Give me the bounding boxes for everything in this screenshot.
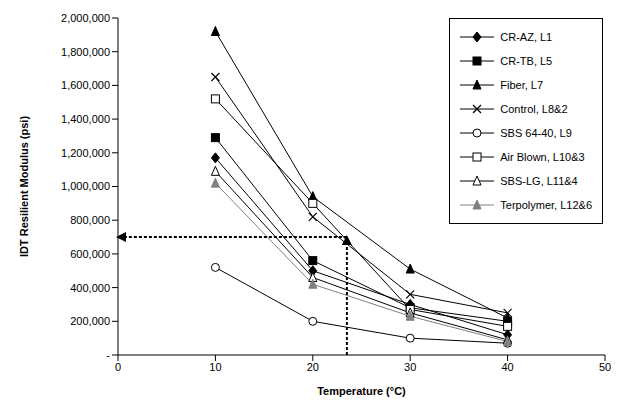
html-text:CR-AZ, L1: CR-AZ, L1 [500, 31, 553, 43]
svg-text:Temperature (°C): Temperature (°C) [317, 385, 406, 397]
svg-text:1,600,000: 1,600,000 [61, 79, 110, 91]
html-text:SBS-LG, L11&4: SBS-LG, L11&4 [500, 175, 578, 187]
svg-text:800,000: 800,000 [70, 214, 110, 226]
html-text:CR-TB, L5: CR-TB, L5 [500, 55, 553, 67]
svg-text:50: 50 [599, 361, 611, 373]
html-text:Terpolymer, L12&6: Terpolymer, L12&6 [500, 199, 592, 211]
svg-text:1,800,000: 1,800,000 [61, 46, 110, 58]
html-text:Air Blown, L10&3: Air Blown, L10&3 [500, 151, 585, 163]
svg-text:40: 40 [501, 361, 513, 373]
svg-text:200,000: 200,000 [70, 315, 110, 327]
svg-text:400,000: 400,000 [70, 282, 110, 294]
svg-text:IDT Resilient Modulus (psi): IDT Resilient Modulus (psi) [18, 116, 30, 258]
svg-text:10: 10 [209, 361, 221, 373]
svg-text:2,000,000: 2,000,000 [61, 12, 110, 24]
svg-text:1,000,000: 1,000,000 [61, 180, 110, 192]
svg-text:1,200,000: 1,200,000 [61, 147, 110, 159]
html-text:Fiber, L7: Fiber, L7 [500, 79, 544, 91]
svg-text:20: 20 [307, 361, 319, 373]
svg-text:30: 30 [404, 361, 416, 373]
svg-text:0: 0 [115, 361, 121, 373]
svg-text:600,000: 600,000 [70, 248, 110, 260]
html-text:Control, L8&2: Control, L8&2 [500, 103, 568, 115]
html-text:SBS 64-40, L9: SBS 64-40, L9 [500, 127, 572, 139]
svg-text:-: - [106, 349, 110, 361]
svg-text:1,400,000: 1,400,000 [61, 113, 110, 125]
